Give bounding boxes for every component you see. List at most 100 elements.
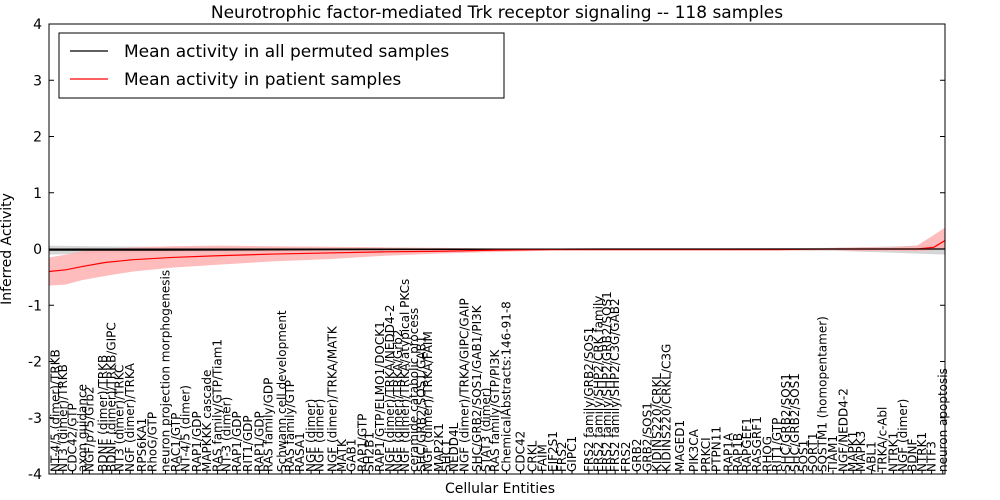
entity-label: MATK: [335, 438, 349, 472]
entity-label: ceramide catabolic process: [407, 308, 421, 472]
legend-label-permuted: Mean activity in all permuted samples: [124, 42, 449, 62]
entity-label: RAP1/GDP: [190, 411, 204, 472]
entity-label: CDC42: [514, 431, 528, 472]
entity-label: RAS family/GTP/PI3K: [488, 349, 502, 472]
entity-label: NT-4/5 (dimer)/TRKB: [49, 349, 63, 472]
entity-label: PTPN11: [710, 426, 724, 472]
entity-label: TIAM1: [826, 435, 840, 473]
entity-label: NTRK1: [915, 432, 929, 472]
entity-label: NT-3 (dimer): [220, 397, 234, 472]
entity-label: MAPK3: [854, 431, 868, 472]
entity-label: RhoG/GTP: [146, 412, 160, 472]
entity-label: NGF/p75/Grb2: [82, 386, 96, 472]
entity-label: axon guidance: [76, 384, 90, 472]
entity-label: MAGED1: [673, 420, 687, 472]
entity-label: neuron apoptosis: [936, 368, 950, 472]
series-1-band: [49, 227, 945, 286]
x-axis-label: Cellular Entities: [445, 481, 555, 497]
entity-label: ABL1: [865, 441, 879, 472]
entity-label: MAPKKK cascade: [200, 370, 214, 472]
y-tick-label: -1: [28, 298, 42, 314]
y-tick-label: 4: [33, 17, 42, 33]
y-tick-label: -2: [28, 355, 42, 371]
entity-label: FRS2 family/GRB2/SOS1: [582, 327, 596, 472]
legend: Mean activity in all permuted samples Me…: [58, 32, 505, 99]
entity-label: EIF2S1: [546, 431, 560, 472]
y-tick-label: -4: [28, 467, 42, 483]
entity-label: NGF (dimer): [312, 399, 326, 472]
entity-label: RAP1/GDP: [253, 411, 267, 472]
entity-label: GRB2: [630, 438, 644, 472]
entity-label: RAP1B: [731, 433, 745, 472]
entity-label: SOS1: [796, 440, 810, 472]
entity-label: RAS family/GTP: [283, 380, 297, 472]
entity-label: SQSTM1 (homopentamer): [815, 316, 829, 472]
entity-label: GIPC1: [565, 436, 579, 472]
entity-label: Schwann cell development: [275, 310, 289, 472]
entity-label: RHOG: [760, 436, 774, 472]
entity-label: TRKA/c-Abl: [875, 407, 889, 473]
entity-label: RAP1/GDP: [230, 411, 244, 472]
entity-label: FRS2: [619, 442, 633, 473]
entity-label: RAP1A: [721, 432, 735, 472]
entity-label: GAB1: [344, 439, 358, 472]
entity-label: NGF (dimer)/TRKA/MATK: [325, 325, 339, 472]
entity-label: NGF (dimer)/TRKA/Grb2: [391, 330, 405, 472]
entity-label: RASA1: [293, 432, 307, 472]
entity-label: CRKL: [525, 440, 539, 472]
y-tick-label: -3: [28, 411, 42, 427]
entity-label: NT3 (dimer)/TRKC: [113, 365, 127, 472]
entity-label: FRS2: [555, 442, 569, 473]
entity-label: RAS family/GDP: [262, 378, 276, 472]
entity-label: RIT1/GDP: [241, 415, 255, 472]
entity-label: FRS2 family/SHP2/CRK family: [591, 296, 605, 472]
y-axis-label: Inferred Activity: [0, 193, 15, 305]
entity-label: STAT3 (dimer): [479, 388, 493, 472]
entity-label: MAP2K1: [432, 423, 446, 472]
entity-label: NGF (dimer): [896, 399, 910, 472]
entity-label: NT-4/5 (dimer): [179, 385, 193, 472]
entity-label: KIDINS220/CRKL/C3G: [660, 344, 674, 472]
entity-label: NGF (dimer)/TRKA/GIPC/GAIP: [458, 298, 472, 472]
y-tick-label: 1: [33, 186, 42, 202]
entity-label: RASGRF1: [750, 416, 764, 472]
y-tick-label: 3: [33, 73, 42, 89]
entity-label: NGF (dimer)/TRKA/atypical PKCs: [398, 279, 412, 472]
chart-title: Neurotrophic factor-mediated Trk recepto…: [211, 3, 783, 23]
y-ticks-layer: -4 -3 -2 -1 0 1 2 3 4: [28, 17, 945, 483]
y-tick-label: 0: [33, 242, 42, 258]
entity-label: GRB2/SOS1: [641, 402, 655, 472]
entity-label: NGF (dimer)/TRKA/FAIM: [421, 331, 435, 472]
entity-label: SHC1: [440, 439, 454, 472]
entity-label: RAPGEF1: [740, 417, 754, 472]
entity-label: KIDINS220/CRKL: [650, 373, 664, 472]
y-tick-label: 2: [33, 130, 42, 146]
entity-label: SHC/GRB2/SOS1: [788, 373, 802, 472]
entity-label: neuron projection morphogenesis: [158, 270, 172, 472]
entity-label: MAPK1: [846, 431, 860, 472]
entity-label: RAP1/GTP: [356, 414, 370, 472]
entity-label: NGF (dimer)/TRKA/NEDD4-2: [383, 304, 397, 472]
entity-label: NEDD4L: [447, 422, 461, 472]
entity-label: FRS2 family/SHP2/GRB2/SOS1: [600, 291, 614, 472]
entity-label: CDC42/GTP: [66, 403, 80, 472]
entity-label: RAS family/GTP/Tiam1: [211, 339, 225, 472]
entity-label: BDNF (dimer)/TRKB/GIPC: [105, 322, 119, 472]
entity-label: SORT1: [806, 433, 820, 473]
entity-label: BDNF: [906, 439, 920, 472]
entity-label: BDNF (dimer)/TRKB: [96, 355, 110, 472]
entity-label: FRS2 family/SHP2/C3G/GAB2: [608, 298, 622, 472]
entity-label: SHC/GRB2/SOS1: [779, 373, 793, 472]
entity-label: NT3 (dimer)/TRKB: [56, 364, 70, 472]
entity-label: NTF3: [925, 441, 939, 472]
entity-label: NGF (dimer)/TRKA: [123, 362, 137, 472]
entity-label: NGF (dimer): [304, 399, 318, 472]
legend-label-patient: Mean activity in patient samples: [124, 70, 401, 90]
entity-label: NGF/NEDD4-2: [837, 388, 851, 472]
entity-label: RAC1/GTP: [169, 413, 183, 472]
entity-label: NTRK1: [886, 432, 900, 472]
entity-label: RAP1/GTP/ELMO1/DOCK1: [373, 321, 387, 472]
entity-label: PRKCI: [699, 437, 713, 472]
